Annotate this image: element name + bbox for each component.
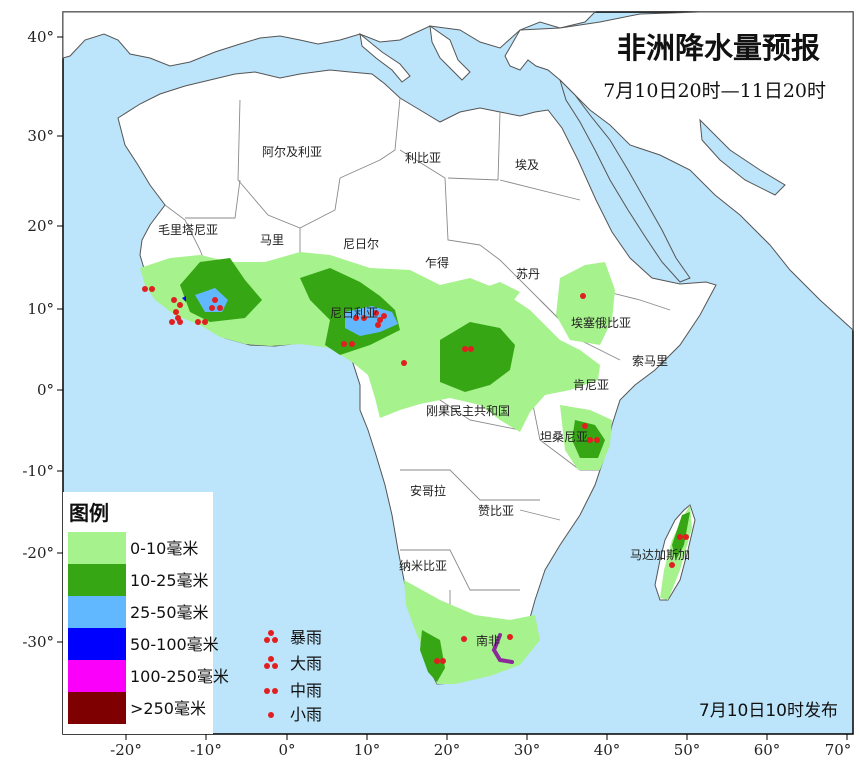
latitude-labels: 40° 30° 20° 10° 0° -10° -20° -30° <box>22 28 54 651</box>
lat-label: -20° <box>22 544 54 562</box>
rainstorm-dots-icon <box>264 630 278 643</box>
lon-label: 10° <box>354 741 381 759</box>
heavy-rain-dots-icon <box>264 656 278 669</box>
label-drc: 刚果民主共和国 <box>426 404 510 418</box>
legend-title: 图例 <box>69 501 109 525</box>
lat-label: 30° <box>27 127 54 145</box>
land-greece <box>429 24 471 81</box>
land-middle-east <box>504 11 854 332</box>
lon-label: 70° <box>825 741 852 759</box>
precip-100-250 <box>491 633 514 664</box>
label-tanzania: 坦桑尼亚 <box>540 430 588 444</box>
release-note: 7月10日10时发布 <box>699 701 838 721</box>
lat-label: 10° <box>27 300 54 318</box>
lon-label: 40° <box>594 741 621 759</box>
lon-label: -20° <box>110 741 142 759</box>
legend-swatch-0-10 <box>68 532 126 564</box>
label-egypt: 埃及 <box>515 158 539 172</box>
legend-label-25-50: 25-50毫米 <box>130 603 209 622</box>
label-ethiopia: 埃塞俄比亚 <box>571 315 631 330</box>
tick-marks <box>57 36 848 740</box>
lon-label: 20° <box>434 741 461 759</box>
precip-50-100 <box>182 296 186 302</box>
legend-label-10-25: 10-25毫米 <box>130 571 209 590</box>
label-mauritania: 毛里塔尼亚 <box>158 223 218 237</box>
label-nigeria: 尼日利亚 <box>330 306 378 320</box>
lon-label: -10° <box>190 741 222 759</box>
label-madagascar: 马达加斯加 <box>630 548 690 562</box>
symbol-label-moderate-rain: 中雨 <box>290 681 322 700</box>
legend-label-100-250: 100-250毫米 <box>130 667 229 686</box>
label-zambia: 赞比亚 <box>478 504 514 518</box>
label-namibia: 纳米比亚 <box>399 559 447 573</box>
lat-label: 20° <box>27 217 54 235</box>
legend-label-0-10: 0-10毫米 <box>130 539 198 558</box>
lat-label: 0° <box>37 381 54 399</box>
lat-label: 40° <box>27 28 54 46</box>
light-rain-dot-icon <box>268 712 274 718</box>
label-somalia: 索马里 <box>632 354 668 368</box>
label-chad: 乍得 <box>425 255 449 270</box>
country-labels: 阿尔及利亚 利比亚 埃及 毛里塔尼亚 马里 尼日尔 乍得 苏丹 尼日利亚 埃塞俄… <box>158 144 690 648</box>
lon-label: 30° <box>514 741 541 759</box>
legend-swatch-100-250 <box>68 660 126 692</box>
map-subtitle: 7月10日20时—11日20时 <box>603 80 826 102</box>
legend-swatch-10-25 <box>68 564 126 596</box>
rain-dots <box>142 286 689 664</box>
legend-label-50-100: 50-100毫米 <box>130 635 219 654</box>
symbol-label-rainstorm: 暴雨 <box>290 628 322 647</box>
legend-swatch-250-plus <box>68 692 126 724</box>
lon-label: 50° <box>674 741 701 759</box>
label-niger: 尼日尔 <box>343 236 379 251</box>
longitude-labels: -20° -10° 0° 10° 20° 30° 40° 50° 60° 70° <box>110 741 851 759</box>
label-angola: 安哥拉 <box>410 483 446 498</box>
label-libya: 利比亚 <box>405 151 441 165</box>
label-algeria: 阿尔及利亚 <box>262 144 322 159</box>
water-persian-gulf <box>699 118 786 196</box>
label-south-africa: 南非 <box>476 633 500 648</box>
legend-swatch-50-100 <box>68 628 126 660</box>
legend-swatch-25-50 <box>68 596 126 628</box>
land-italy <box>359 32 411 83</box>
lat-label: -30° <box>22 633 54 651</box>
lat-label: -10° <box>22 462 54 480</box>
moderate-rain-dots-icon <box>264 688 278 694</box>
label-mali: 马里 <box>260 233 284 247</box>
label-sudan: 苏丹 <box>516 267 540 281</box>
map-title: 非洲降水量预报 <box>617 31 820 65</box>
label-kenya: 肯尼亚 <box>573 378 609 392</box>
land-europe <box>62 11 597 67</box>
lon-label: 60° <box>754 741 781 759</box>
symbol-label-light-rain: 小雨 <box>290 705 322 724</box>
legend: 图例 0-10毫米 10-25毫米 25-50毫米 50-100毫米 100-2… <box>63 492 322 734</box>
water-red-sea <box>559 79 691 283</box>
lon-label: 0° <box>278 741 295 759</box>
legend-label-250-plus: >250毫米 <box>130 699 206 718</box>
symbol-label-heavy-rain: 大雨 <box>290 654 322 673</box>
